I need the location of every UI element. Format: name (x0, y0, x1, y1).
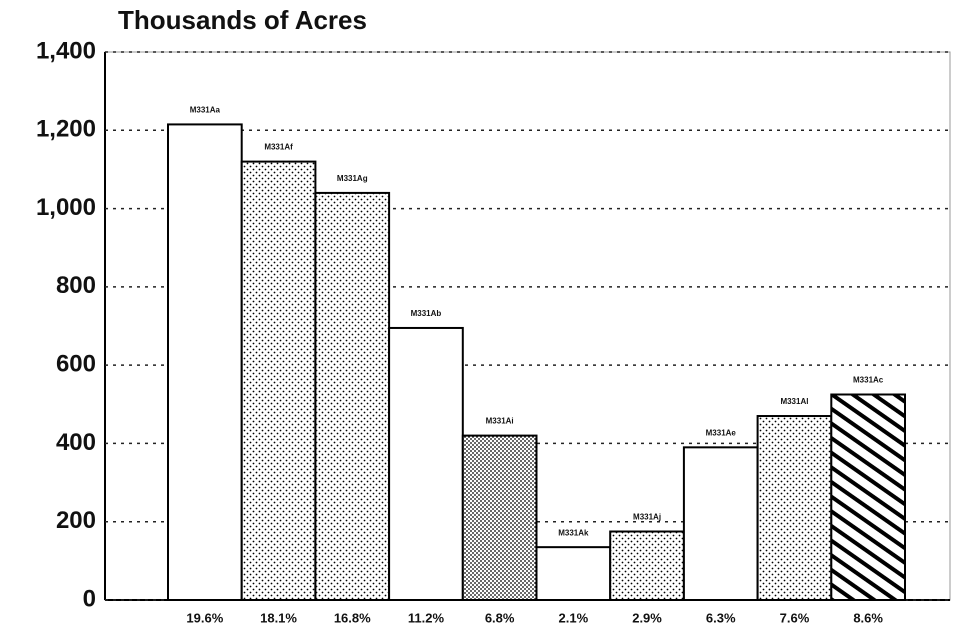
y-tick-label: 400 (56, 429, 96, 456)
bar-label: M331Ai (486, 417, 514, 426)
bar (609, 530, 685, 601)
y-tick-label: 1,200 (36, 116, 96, 143)
bar (388, 326, 464, 601)
y-tick-label: 600 (56, 350, 96, 377)
x-tick-label: 6.8% (485, 610, 515, 625)
bar-label: M331Ab (411, 309, 442, 318)
bar (240, 160, 317, 601)
x-tick-label: 2.1% (559, 610, 589, 625)
y-tick-label: 1,400 (36, 37, 96, 64)
bar-label: M331Aa (190, 106, 221, 115)
x-tick-label: 8.6% (853, 610, 883, 625)
y-tick-label: 200 (56, 507, 96, 534)
bar-label: M331Af (264, 143, 293, 152)
x-tick-label: 16.8% (334, 610, 371, 625)
y-tick-label: 800 (56, 272, 96, 299)
x-tick-label: 7.6% (780, 610, 810, 625)
x-tick-label: 2.9% (632, 610, 662, 625)
bar-label: M331Al (780, 397, 808, 406)
x-tick-label: 18.1% (260, 610, 297, 625)
bar (314, 191, 391, 602)
x-tick-label: 6.3% (706, 610, 736, 625)
bar-label: M331Ac (853, 376, 884, 385)
bar (535, 546, 612, 602)
y-tick-label: 0 (83, 585, 96, 612)
bar-label: M331Aj (633, 513, 661, 522)
bar (461, 434, 538, 601)
bar (167, 123, 243, 602)
x-tick-label: 19.6% (186, 610, 223, 625)
bar-label: M331Ae (706, 428, 737, 437)
y-tick-label: 1,000 (36, 194, 96, 221)
bar (830, 393, 906, 601)
bar-label: M331Ag (337, 174, 368, 183)
chart-title: Thousands of Acres (118, 5, 367, 35)
bar (682, 446, 759, 602)
x-tick-label: 11.2% (408, 610, 445, 625)
bar (756, 415, 833, 601)
bar-label: M331Ak (558, 528, 589, 537)
